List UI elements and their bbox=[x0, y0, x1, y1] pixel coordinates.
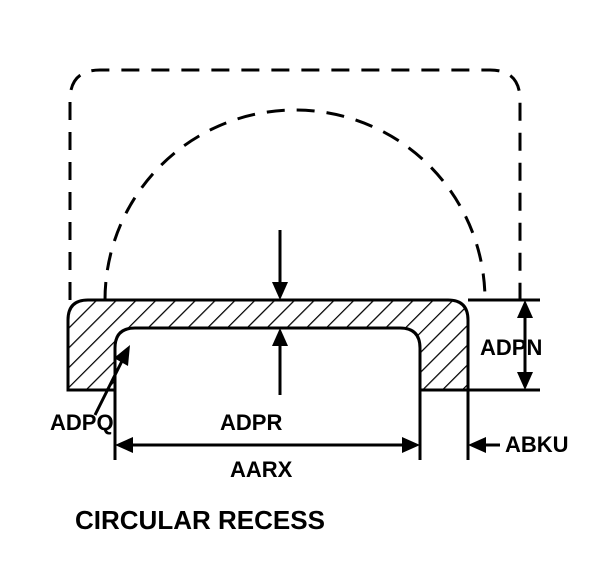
abku-dimension bbox=[468, 390, 500, 460]
adpn-label: ADPN bbox=[480, 335, 542, 361]
adpq-label: ADPQ bbox=[50, 410, 114, 436]
diagram-title: CIRCULAR RECESS bbox=[75, 505, 325, 536]
diagram-container: ADPQ ADPR ADPN AARX ABKU CIRCULAR RECESS bbox=[0, 0, 593, 580]
technical-drawing bbox=[0, 0, 593, 580]
dashed-dome-arc bbox=[105, 110, 485, 300]
aarx-label: AARX bbox=[230, 457, 292, 483]
abku-label: ABKU bbox=[505, 432, 569, 458]
cap-cross-section-hatch bbox=[68, 300, 468, 390]
dashed-outer-envelope bbox=[70, 70, 520, 300]
adpr-bottom-arrow bbox=[272, 328, 288, 395]
adpr-label: ADPR bbox=[220, 410, 282, 436]
adpr-top-arrow bbox=[272, 230, 288, 300]
